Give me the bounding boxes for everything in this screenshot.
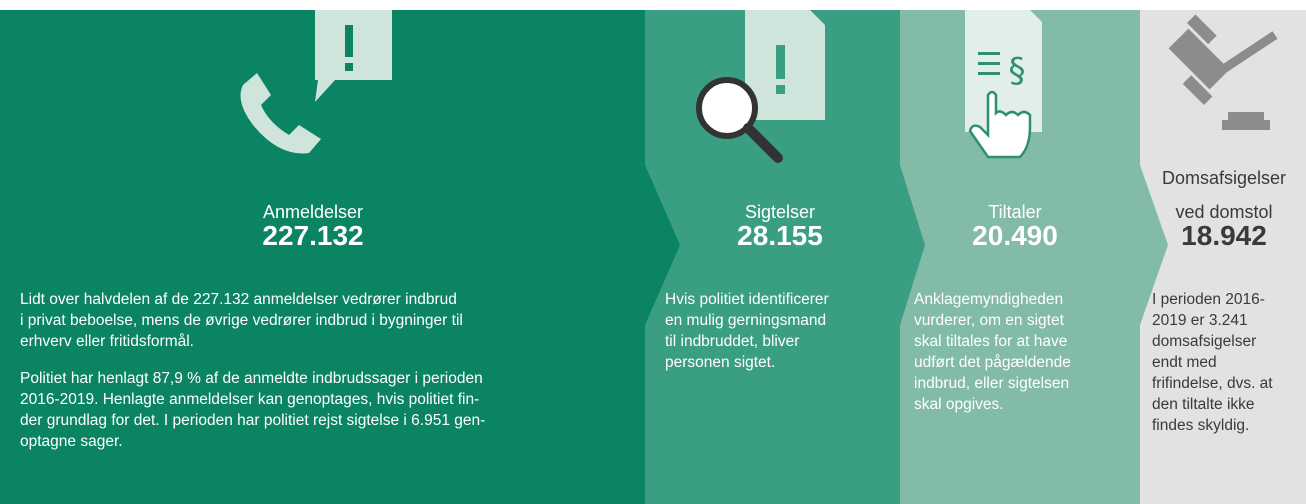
law-icon: § — [965, 10, 1042, 159]
panel-title: Domsafsigelser — [1161, 168, 1287, 188]
paragraph-line: erhverv eller fritidsformål. — [20, 333, 194, 350]
paragraph-line: domsafsigelser — [1152, 333, 1257, 350]
paragraph-line: en mulig gerningsmand — [665, 312, 827, 329]
panel-title: Anmeldelser — [262, 202, 364, 222]
paragraph-line: til indbruddet, bliver — [665, 333, 800, 350]
panel-value: 227.132 — [262, 220, 364, 251]
paragraph-line: der grundlag for det. I perioden har pol… — [20, 412, 486, 429]
panel-bg — [0, 10, 680, 504]
paragraph-line: udført det pågældende — [914, 354, 1071, 371]
paragraph-line: vurderer, om en sigtet — [914, 312, 1064, 329]
svg-text:§: § — [1009, 51, 1026, 91]
panel-title: Tiltaler — [988, 202, 1042, 222]
paragraph-line: frifindelse, dvs. at — [1152, 375, 1273, 392]
panel-value: 18.942 — [1181, 220, 1267, 251]
paragraph-line: den tiltalte ikke — [1152, 396, 1255, 413]
paragraph-line: Lidt over halvdelen af de 227.132 anmeld… — [20, 291, 457, 308]
paragraph-line: findes skyldig. — [1152, 417, 1250, 434]
phone-icon — [240, 10, 392, 154]
paragraph-line: personen sigtet. — [665, 354, 776, 371]
paragraph-line: skal tiltales for at have — [914, 333, 1068, 350]
panel-value: 28.155 — [737, 220, 823, 251]
paragraph-line: 2019 er 3.241 — [1152, 312, 1248, 329]
panel-title: Sigtelser — [744, 202, 816, 222]
gavel-icon — [1168, 14, 1278, 130]
panel-bg — [900, 10, 1168, 504]
search-icon — [696, 10, 825, 163]
paragraph-line: optagne sager. — [20, 433, 123, 450]
paragraph-line: skal opgives. — [914, 396, 1004, 413]
panel-title: ved domstol — [1175, 202, 1273, 222]
paragraph-line: Anklagemyndigheden — [914, 291, 1064, 308]
paragraph-line: I perioden 2016- — [1152, 291, 1265, 308]
paragraph-line: Hvis politiet identificerer — [665, 291, 829, 308]
paragraph-line: 2016-2019. Henlagte anmeldelser kan geno… — [20, 391, 480, 408]
paragraph-line: Politiet har henlagt 87,9 % af de anmeld… — [20, 370, 483, 387]
paragraph-line: indbrud, eller sigtelsen — [914, 375, 1070, 392]
paragraph-line: endt med — [1152, 354, 1217, 371]
paragraph-line: i privat beboelse, mens de øvrige vedrør… — [20, 312, 463, 329]
panel-value: 20.490 — [972, 220, 1058, 251]
panel-bg — [1140, 10, 1306, 504]
